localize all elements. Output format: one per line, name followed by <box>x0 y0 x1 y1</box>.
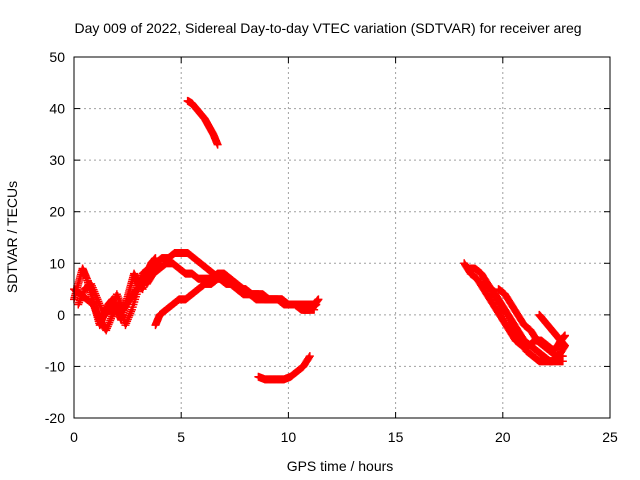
y-tick-label: 50 <box>49 49 65 65</box>
x-axis-label: GPS time / hours <box>287 458 394 474</box>
y-tick-label: 20 <box>49 204 65 220</box>
data-point <box>305 352 314 361</box>
chart-title: Day 009 of 2022, Sidereal Day-to-day VTE… <box>74 20 581 36</box>
series-track-late-3 <box>481 279 567 366</box>
series-track-short-high <box>183 96 222 149</box>
plot-frame <box>73 56 611 419</box>
x-tick-label: 5 <box>177 429 185 445</box>
data-point <box>560 341 569 350</box>
y-tick-label: -20 <box>45 410 65 426</box>
x-tick-label: 10 <box>281 429 297 445</box>
y-tick-label: 10 <box>49 255 65 271</box>
y-axis-label: SDTVAR / TECUs <box>4 181 20 293</box>
data-point <box>558 352 567 361</box>
data-point <box>560 331 569 340</box>
data-point <box>213 140 222 149</box>
data-point <box>310 305 319 314</box>
series-track-late-5 <box>535 310 569 350</box>
y-tick-label: -10 <box>45 358 65 374</box>
x-tick-label: 15 <box>388 429 404 445</box>
series-track-early-3 <box>74 264 154 319</box>
y-tick-label: 0 <box>57 307 65 323</box>
series-track-low-arc <box>254 352 314 384</box>
x-tick-label: 25 <box>602 429 618 445</box>
x-tick-label: 0 <box>70 429 78 445</box>
series-track-mid-3 <box>142 259 319 314</box>
data-points <box>70 96 569 384</box>
grid <box>74 57 610 418</box>
data-point <box>314 295 323 304</box>
y-tick-label: 30 <box>49 152 65 168</box>
y-tick-label: 40 <box>49 101 65 117</box>
data-point <box>305 353 314 362</box>
x-tick-label: 20 <box>495 429 511 445</box>
data-point <box>145 264 154 273</box>
series-track-late-4 <box>494 285 567 361</box>
